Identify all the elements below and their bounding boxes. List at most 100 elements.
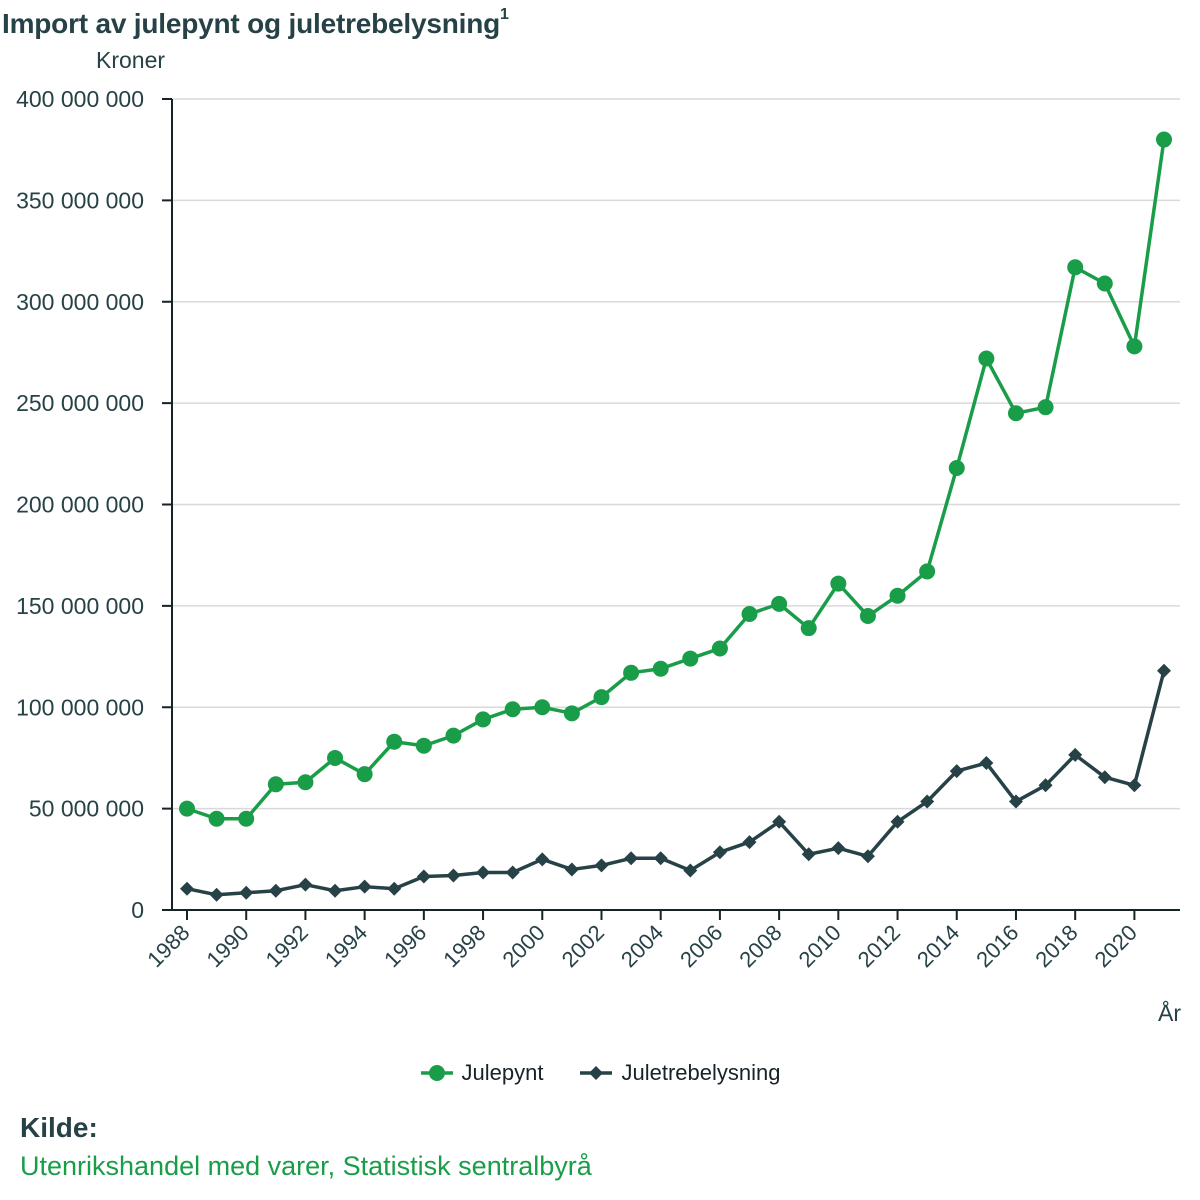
data-point-juletrebelysning-2016[interactable] <box>1008 794 1023 809</box>
data-point-juletrebelysning-2018[interactable] <box>1068 747 1083 762</box>
data-point-julepynt-2020[interactable] <box>1126 338 1143 355</box>
data-point-juletrebelysning-1988[interactable] <box>180 881 194 896</box>
series-line-juletrebelysning <box>186 670 1166 897</box>
y-tick-label: 0 <box>131 897 144 923</box>
data-point-juletrebelysning-2020[interactable] <box>1127 778 1142 793</box>
data-point-julepynt-2011[interactable] <box>859 608 876 625</box>
data-point-juletrebelysning-2015[interactable] <box>979 756 994 771</box>
data-point-juletrebelysning-2008[interactable] <box>772 814 787 829</box>
x-tick-label: 2002 <box>557 920 609 972</box>
data-point-julepynt-1992[interactable] <box>297 774 314 791</box>
data-point-julepynt-2005[interactable] <box>682 650 699 667</box>
data-point-juletrebelysning-2001[interactable] <box>564 862 579 877</box>
data-point-juletrebelysning-2011[interactable] <box>860 849 875 864</box>
data-point-julepynt-1997[interactable] <box>445 727 462 744</box>
data-point-julepynt-1999[interactable] <box>504 701 521 718</box>
data-point-juletrebelysning-2002[interactable] <box>594 858 609 873</box>
data-point-juletrebelysning-2019[interactable] <box>1097 770 1112 785</box>
data-point-juletrebelysning-2013[interactable] <box>920 794 935 809</box>
source-text: Utenrikshandel med varer, Statistisk sen… <box>20 1151 592 1181</box>
data-point-julepynt-1988[interactable] <box>179 800 195 817</box>
data-point-juletrebelysning-1992[interactable] <box>298 877 313 892</box>
data-point-juletrebelysning-2017[interactable] <box>1038 778 1053 793</box>
data-point-juletrebelysning-2007[interactable] <box>742 835 757 850</box>
data-point-juletrebelysning-2012[interactable] <box>890 814 905 829</box>
data-point-juletrebelysning-1998[interactable] <box>476 865 491 880</box>
data-point-julepynt-1989[interactable] <box>208 810 225 827</box>
chart-title-footnote-marker: 1 <box>500 6 509 23</box>
data-point-julepynt-2000[interactable] <box>534 699 551 716</box>
y-tick-label: 400 000 000 <box>16 86 144 112</box>
data-point-juletrebelysning-1999[interactable] <box>505 865 520 880</box>
x-tick-label: 1994 <box>320 920 372 972</box>
data-point-juletrebelysning-2004[interactable] <box>653 851 668 866</box>
data-point-julepynt-1994[interactable] <box>356 766 373 783</box>
x-tick-label: 1988 <box>142 920 194 972</box>
legend-item-juletrebelysning[interactable]: Juletrebelysning <box>579 1060 780 1086</box>
data-point-juletrebelysning-1989[interactable] <box>209 887 224 902</box>
data-point-julepynt-2010[interactable] <box>830 575 847 592</box>
x-tick-label: 2014 <box>912 920 964 972</box>
data-point-julepynt-2016[interactable] <box>1007 405 1024 422</box>
data-point-julepynt-2008[interactable] <box>771 595 788 612</box>
data-point-julepynt-2007[interactable] <box>741 605 758 622</box>
data-point-julepynt-1995[interactable] <box>386 733 403 750</box>
x-tick-label: 2008 <box>734 920 786 972</box>
series-group <box>179 131 1172 902</box>
x-tick-label: 2010 <box>794 920 846 972</box>
series-line-julepynt <box>186 139 1166 821</box>
data-point-juletrebelysning-2003[interactable] <box>624 851 639 866</box>
chart-title-text: Import av julepynt og juletrebelysning <box>2 8 501 39</box>
data-point-julepynt-2019[interactable] <box>1096 275 1113 292</box>
line-chart: 0 50 000 000 100 000 000 150 000 000 200 000… <box>16 86 1181 1026</box>
data-point-juletrebelysning-2014[interactable] <box>949 764 964 779</box>
data-point-julepynt-2017[interactable] <box>1037 399 1054 416</box>
data-point-julepynt-1998[interactable] <box>475 711 492 728</box>
data-point-julepynt-2021[interactable] <box>1156 131 1172 148</box>
data-point-julepynt-2014[interactable] <box>948 460 965 477</box>
data-point-julepynt-2013[interactable] <box>919 563 936 580</box>
chart-title: Import av julepynt og juletrebelysning1 <box>2 6 509 40</box>
data-point-juletrebelysning-1990[interactable] <box>239 885 254 900</box>
data-point-julepynt-1993[interactable] <box>327 749 344 766</box>
source-heading: Kilde: <box>20 1112 98 1143</box>
legend-item-julepynt[interactable]: Julepynt <box>420 1060 543 1086</box>
y-tick-label: 250 000 000 <box>16 390 144 416</box>
circle-marker-icon <box>420 1065 453 1081</box>
data-point-juletrebelysning-1995[interactable] <box>387 881 402 896</box>
data-point-julepynt-2004[interactable] <box>652 660 669 677</box>
data-point-julepynt-2001[interactable] <box>563 705 580 722</box>
series-julepynt <box>179 131 1172 827</box>
y-tick-label: 200 000 000 <box>16 492 144 518</box>
y-tick-label: 50 000 000 <box>29 796 144 822</box>
data-point-julepynt-2002[interactable] <box>593 689 610 706</box>
data-point-juletrebelysning-2009[interactable] <box>801 847 816 862</box>
y-axis-ticks: 0 50 000 000 100 000 000 150 000 000 200 000… <box>16 86 172 923</box>
data-point-julepynt-2006[interactable] <box>711 640 728 657</box>
data-point-julepynt-1996[interactable] <box>415 737 432 754</box>
data-point-juletrebelysning-2005[interactable] <box>683 863 698 878</box>
data-point-julepynt-2018[interactable] <box>1067 259 1084 276</box>
data-point-juletrebelysning-2010[interactable] <box>831 841 846 856</box>
data-point-juletrebelysning-1996[interactable] <box>416 869 431 884</box>
grid-lines <box>172 98 1180 810</box>
data-point-julepynt-2009[interactable] <box>800 620 817 637</box>
data-point-juletrebelysning-1991[interactable] <box>268 883 283 898</box>
legend-label: Juletrebelysning <box>621 1060 781 1085</box>
data-point-juletrebelysning-2000[interactable] <box>535 852 550 867</box>
data-point-julepynt-2003[interactable] <box>623 664 640 681</box>
data-point-juletrebelysning-2021[interactable] <box>1157 663 1171 678</box>
legend: Julepynt Juletrebelysning <box>0 1060 1200 1086</box>
data-point-juletrebelysning-1994[interactable] <box>357 879 372 894</box>
data-point-julepynt-2015[interactable] <box>978 350 995 367</box>
data-point-juletrebelysning-2006[interactable] <box>712 845 727 860</box>
data-point-julepynt-2012[interactable] <box>889 587 906 604</box>
x-axis-ticks: 1988 1990 1992 1994 1996 1998 2000 2002 2004 2006… <box>142 910 1142 972</box>
x-tick-label: 1998 <box>438 920 490 972</box>
x-tick-label: 1992 <box>261 920 313 972</box>
data-point-julepynt-1991[interactable] <box>267 776 284 793</box>
data-point-juletrebelysning-1997[interactable] <box>446 868 461 883</box>
data-point-juletrebelysning-1993[interactable] <box>328 883 343 898</box>
data-point-julepynt-1990[interactable] <box>238 810 255 827</box>
x-tick-label: 2000 <box>498 920 550 972</box>
